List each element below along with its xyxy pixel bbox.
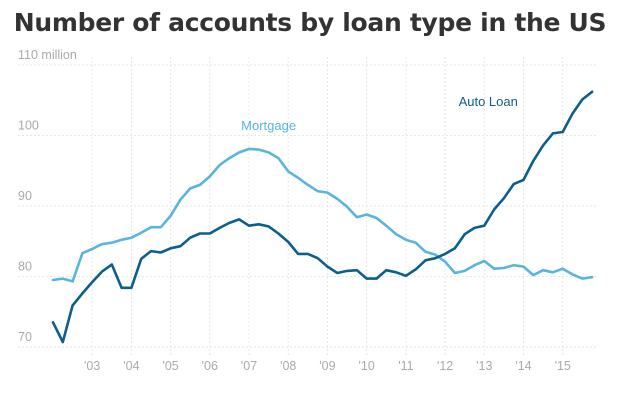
x-tick-label: '14 bbox=[515, 359, 531, 373]
x-tick-label: '11 bbox=[398, 359, 413, 373]
x-tick-label: '07 bbox=[241, 359, 257, 373]
x-tick-label: '09 bbox=[319, 359, 335, 373]
chart-title: Number of accounts by loan type in the U… bbox=[13, 8, 607, 37]
x-tick-label: '04 bbox=[123, 359, 139, 373]
y-tick-label: 80 bbox=[18, 260, 32, 274]
series-label-auto: Auto Loan bbox=[459, 94, 518, 109]
x-tick-label: '03 bbox=[84, 359, 100, 373]
y-tick-label: 100 bbox=[18, 119, 39, 133]
x-tick-label: '15 bbox=[555, 359, 571, 373]
series-label-mortgage: Mortgage bbox=[241, 118, 296, 133]
gridlines bbox=[18, 57, 598, 355]
y-tick-label: 70 bbox=[18, 330, 32, 344]
series-line-auto bbox=[51, 90, 594, 344]
x-tick-label: '08 bbox=[280, 359, 296, 373]
series-labels: Mortgage Auto Loan bbox=[241, 94, 518, 133]
x-tick-label: '06 bbox=[202, 359, 218, 373]
x-tick-label: '10 bbox=[359, 359, 375, 373]
y-axis-ticks: 70 80 90 100 110 million bbox=[18, 48, 77, 344]
x-axis-ticks: '03 '04 '05 '06 '07 '08 '09 '10 '11 '12 '13 '14 '15 bbox=[84, 359, 571, 373]
x-tick-label: '12 bbox=[437, 359, 453, 373]
y-tick-label: 90 bbox=[18, 189, 32, 203]
x-tick-label: '05 bbox=[162, 359, 178, 373]
series-line-mortgage bbox=[51, 147, 594, 283]
series-lines bbox=[51, 90, 594, 344]
x-tick-label: '13 bbox=[476, 359, 492, 373]
y-tick-label: 110 million bbox=[18, 48, 77, 62]
